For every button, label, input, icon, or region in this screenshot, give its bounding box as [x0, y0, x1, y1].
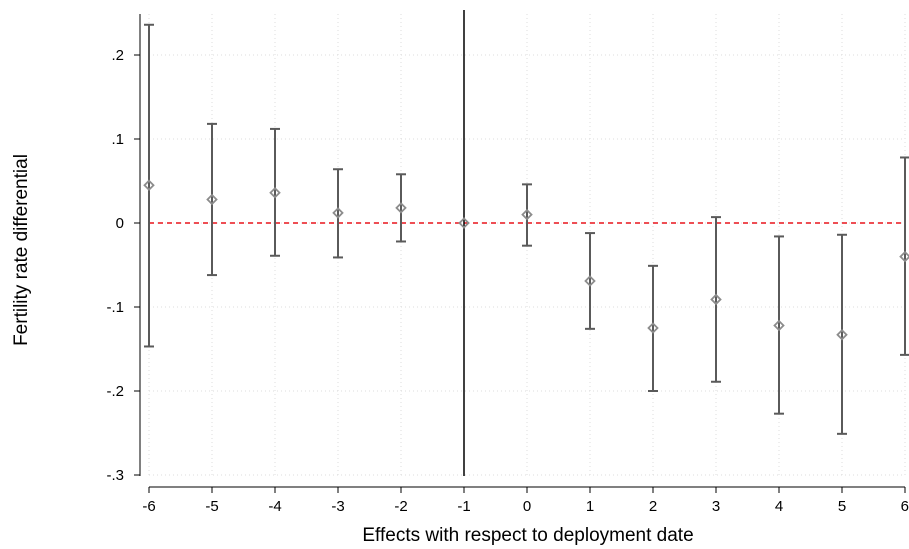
x-tick-label: -4 — [268, 498, 281, 515]
point-estimate-marker — [395, 202, 407, 214]
point-estimate-marker — [836, 328, 848, 341]
x-tick-label: 0 — [523, 498, 531, 515]
point-estimate-marker — [269, 186, 281, 199]
point-estimate-marker — [521, 208, 533, 221]
point-estimate-marker — [332, 207, 344, 219]
y-tick-label: -.1 — [106, 299, 124, 316]
y-tick-label: -.3 — [106, 467, 124, 484]
x-tick-label: 5 — [838, 498, 846, 515]
point-estimate-marker — [647, 322, 659, 334]
y-tick-label: .1 — [111, 131, 124, 148]
x-axis-title: Effects with respect to deployment date — [362, 525, 693, 546]
x-tick-label: -3 — [331, 498, 344, 515]
x-tick-label: -2 — [394, 498, 407, 515]
x-tick-label: -1 — [457, 498, 470, 515]
x-tick-label: 3 — [712, 498, 720, 515]
grid-lines — [148, 14, 906, 476]
point-estimate-marker — [584, 275, 596, 287]
point-estimate-marker — [773, 319, 785, 332]
x-tick-label: 1 — [586, 498, 594, 515]
y-tick-label: 0 — [116, 215, 124, 232]
y-axis-title: Fertility rate differential — [11, 154, 32, 346]
point-estimate-marker — [710, 293, 722, 306]
x-tick-label: 4 — [775, 498, 783, 515]
point-estimate-marker — [458, 217, 470, 229]
x-tick-label: -6 — [142, 498, 155, 515]
x-tick-label: 2 — [649, 498, 657, 515]
point-estimate-marker — [899, 250, 909, 263]
x-tick-label: -5 — [205, 498, 218, 515]
point-estimates — [143, 179, 909, 341]
x-tick-label: 6 — [901, 498, 909, 515]
y-tick-label: .2 — [111, 47, 124, 64]
point-estimate-marker — [143, 179, 155, 191]
tick-labels: .2 .1 0 -.1 -.2 -.3 -6 -5 -4 -3 -2 -1 0 1 2 3 4 5 6 — [106, 47, 909, 515]
axes — [134, 14, 906, 493]
confidence-intervals — [144, 23, 909, 435]
point-estimate-marker — [206, 193, 218, 206]
y-tick-label: -.2 — [106, 383, 124, 400]
